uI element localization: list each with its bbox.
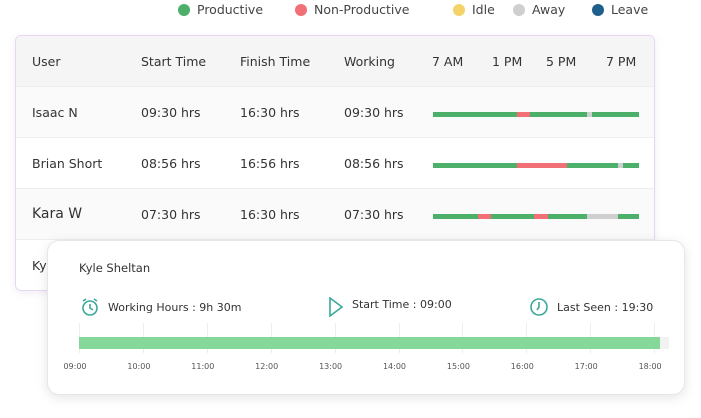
time-tick: 13:00 — [319, 362, 343, 371]
working-cell: 07:30 hrs — [344, 206, 404, 222]
user-cell: Kara W — [32, 206, 83, 222]
table-header: User Start Time Finish Time Working 7 AM… — [16, 36, 654, 86]
hour-label: 5 PM — [546, 53, 577, 69]
time-tick: 16:00 — [510, 362, 534, 371]
user-cell: Isaac N — [32, 104, 78, 120]
work-progress-fill — [79, 337, 661, 349]
start-time-text: Start Time : 09:00 — [352, 297, 452, 311]
finish-cell: 16:30 hrs — [240, 206, 300, 222]
user-name: Kyle Sheltan — [79, 261, 151, 275]
timeline-segment — [591, 112, 639, 117]
user-cell: Brian Short — [32, 155, 103, 171]
finish-cell: 16:30 hrs — [240, 104, 300, 120]
hour-label: 7 PM — [606, 53, 637, 69]
legend-item: Leave — [592, 2, 648, 17]
work-progress-bar — [79, 337, 669, 349]
timeline-segment — [618, 214, 639, 219]
timeline-segment — [433, 112, 518, 117]
timeline-segment — [433, 163, 518, 168]
time-tick: 12:00 — [255, 362, 279, 371]
table-row[interactable]: Brian Short 08:56 hrs 16:56 hrs 08:56 hr… — [16, 137, 654, 188]
user-detail-card: Kyle Sheltan Working Hours : 9h 30m Star… — [47, 240, 685, 395]
activity-timeline — [433, 112, 639, 117]
timeline-segment — [587, 214, 619, 219]
working-cell: 09:30 hrs — [344, 104, 404, 120]
time-tick: 17:00 — [574, 362, 598, 371]
last-seen-text: Last Seen : 19:30 — [557, 300, 654, 314]
header-user: User — [32, 53, 61, 69]
working-cell: 08:56 hrs — [344, 155, 404, 171]
finish-cell: 16:56 hrs — [240, 155, 300, 171]
timeline-segment — [587, 112, 592, 117]
start-cell: 07:30 hrs — [141, 206, 201, 222]
timeline-segment — [548, 214, 588, 219]
start-time: Start Time : 09:00 — [328, 297, 452, 317]
timeline-segment — [517, 163, 567, 168]
timeline-segment — [433, 214, 479, 219]
header-start: Start Time — [141, 53, 207, 69]
legend-label: Idle — [472, 2, 495, 17]
start-cell: 08:56 hrs — [141, 155, 201, 171]
alarm-clock-icon — [82, 298, 98, 316]
timeline-segment — [490, 214, 534, 219]
time-tick: 11:00 — [191, 362, 215, 371]
timeline-segment — [517, 112, 530, 117]
legend-item: Productive — [178, 2, 263, 17]
time-tick: 18:00 — [638, 362, 662, 371]
table-row[interactable]: Kara W 07:30 hrs 16:30 hrs 07:30 hrs — [16, 188, 654, 239]
legend-label: Leave — [611, 2, 649, 17]
hour-label: 1 PM — [492, 53, 523, 69]
legend-dot — [453, 3, 465, 16]
start-cell: 09:30 hrs — [141, 104, 201, 120]
timeline-segment — [533, 214, 549, 219]
legend-dot — [295, 3, 307, 16]
legend-label: Non-Productive — [314, 2, 410, 17]
timeline-segment — [618, 163, 623, 168]
timeline-segment — [478, 214, 491, 219]
hour-label: 7 AM — [432, 53, 464, 69]
timeline-segment — [566, 163, 619, 168]
legend-label: Away — [532, 2, 566, 17]
header-finish: Finish Time — [240, 53, 311, 69]
table-row[interactable]: Ky — [16, 239, 654, 290]
activity-timeline — [433, 214, 639, 219]
legend-dot — [178, 3, 190, 16]
legend-item: Away — [513, 2, 565, 17]
timeline-segment — [622, 163, 639, 168]
legend-dot — [592, 3, 604, 16]
timeline-segment — [529, 112, 588, 117]
header-working: Working — [344, 53, 395, 69]
clock-icon — [530, 298, 548, 316]
time-tick: 10:00 — [127, 362, 151, 371]
legend-item: Idle — [453, 2, 495, 17]
user-cell: Ky — [32, 257, 47, 273]
time-tick: 15:00 — [446, 362, 470, 371]
time-tick: 14:00 — [382, 362, 407, 371]
activity-timeline — [433, 163, 639, 168]
time-tick: 09:00 — [63, 362, 87, 371]
legend-dot — [513, 3, 525, 16]
working-hours: Working Hours : 9h 30m — [80, 297, 241, 317]
working-hours-text: Working Hours : 9h 30m — [108, 300, 242, 314]
legend-label: Productive — [197, 2, 264, 17]
legend-item: Non-Productive — [295, 2, 409, 17]
play-icon — [329, 297, 344, 317]
last-seen: Last Seen : 19:30 — [529, 297, 653, 317]
table-row[interactable]: Isaac N 09:30 hrs 16:30 hrs 09:30 hrs — [16, 86, 654, 137]
